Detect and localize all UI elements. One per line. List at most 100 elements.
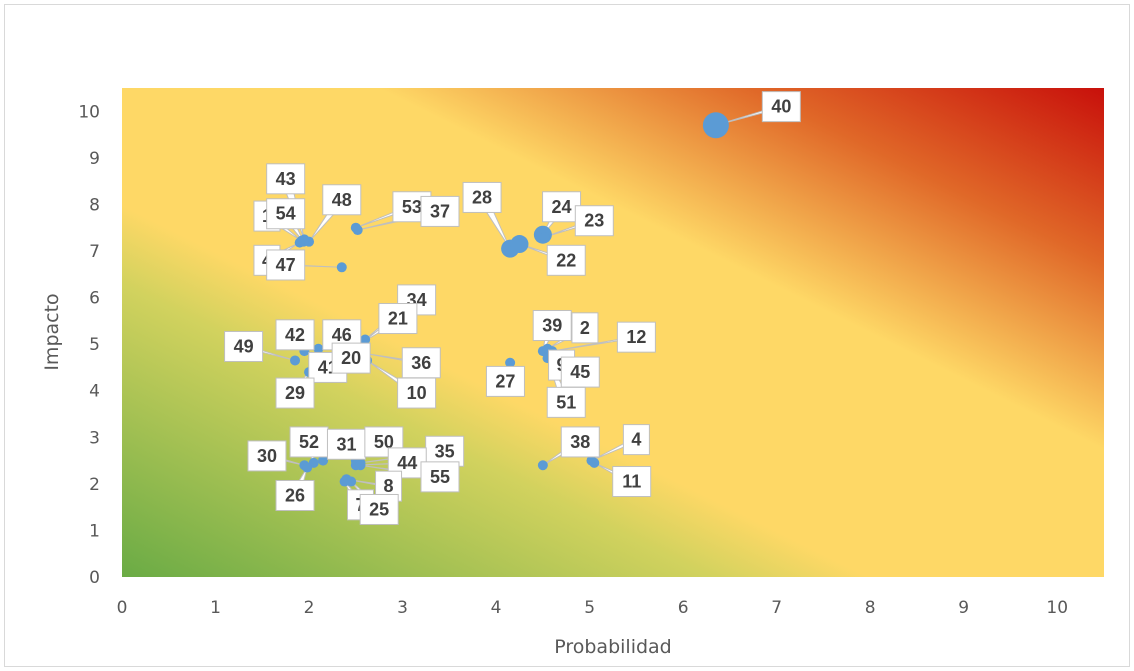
data-label: 10: [407, 383, 427, 403]
data-point: [539, 232, 550, 243]
data-label: 46: [332, 325, 352, 345]
x-tick-label: 10: [1046, 598, 1068, 618]
data-point: [702, 112, 729, 139]
data-label-box: [275, 319, 315, 351]
data-label-box: [397, 377, 437, 409]
data-label: 53: [402, 197, 422, 217]
y-tick-label: 0: [89, 568, 100, 588]
data-point: [589, 457, 600, 468]
data-label-box: [359, 493, 399, 525]
data-label-box: [322, 184, 362, 216]
data-label-box: [401, 347, 441, 379]
data-point: [510, 235, 529, 254]
data-label-box: [622, 424, 650, 456]
y-tick-label: 4: [89, 382, 100, 402]
data-label: 24: [552, 197, 572, 217]
x-tick-label: 3: [397, 598, 408, 618]
data-point: [302, 462, 313, 473]
data-label: 2: [580, 318, 590, 338]
data-label-box: [331, 342, 371, 374]
data-label-box: [546, 386, 586, 418]
x-tick-label: 0: [117, 598, 128, 618]
data-label-box: [616, 321, 656, 353]
x-axis-title: Probabilidad: [554, 636, 672, 658]
data-point: [290, 355, 301, 366]
y-axis-title: Impacto: [41, 293, 63, 370]
data-label: 36: [411, 353, 431, 373]
data-label-box: [560, 426, 600, 458]
y-tick-label: 2: [89, 475, 100, 495]
data-point: [352, 225, 363, 236]
x-tick-label: 4: [491, 598, 502, 618]
data-label: 8: [384, 476, 394, 496]
data-label: 50: [374, 432, 394, 452]
data-label-box: [266, 198, 306, 230]
data-label-box: [571, 312, 599, 344]
data-label-box: [247, 440, 287, 472]
data-label-box: [275, 480, 315, 511]
data-label: 25: [369, 499, 389, 519]
data-label-box: [612, 466, 652, 498]
data-label: 31: [336, 434, 356, 454]
data-label: 42: [285, 325, 305, 345]
data-label-box: [266, 163, 306, 195]
y-tick-label: 5: [89, 335, 100, 355]
data-label-box: [289, 426, 329, 458]
data-point: [505, 357, 516, 368]
data-label-box: [560, 356, 600, 388]
x-tick-label: 6: [678, 598, 689, 618]
data-label: 55: [430, 467, 450, 487]
data-label-box: [266, 249, 306, 281]
x-tick-label: 5: [584, 598, 595, 618]
data-label-box: [485, 365, 525, 397]
data-label: 29: [285, 383, 305, 403]
data-point: [537, 460, 548, 471]
data-label: 43: [276, 169, 296, 189]
data-point: [336, 262, 347, 273]
data-label: 35: [435, 441, 455, 461]
data-label-box: [761, 91, 801, 123]
data-label: 23: [584, 211, 604, 231]
data-point: [318, 455, 329, 466]
plot-area-background: [122, 88, 1104, 577]
data-label: 11: [622, 472, 641, 492]
data-label: 26: [285, 486, 305, 506]
data-label: 40: [771, 97, 791, 117]
y-tick-label: 8: [89, 195, 100, 215]
data-label: 49: [234, 336, 254, 356]
data-label-box: [420, 195, 460, 227]
data-label: 21: [388, 309, 408, 329]
x-tick-label: 7: [771, 598, 782, 618]
data-label: 38: [570, 432, 590, 452]
data-label: 39: [542, 316, 562, 336]
x-tick-label: 9: [958, 598, 969, 618]
data-point: [346, 476, 357, 487]
data-label: 20: [341, 348, 361, 368]
data-label: 28: [472, 187, 492, 207]
y-tick-label: 7: [89, 242, 100, 262]
data-label-box: [275, 377, 315, 409]
data-label-box: [546, 244, 586, 276]
data-label: 52: [299, 432, 319, 452]
data-label: 54: [276, 204, 296, 224]
data-label-box: [224, 330, 264, 362]
data-label-box: [420, 461, 460, 493]
data-label: 37: [430, 201, 450, 221]
data-label-box: [542, 191, 582, 223]
data-label: 30: [257, 446, 277, 466]
data-label: 48: [332, 190, 352, 210]
data-label: 12: [626, 327, 646, 347]
data-point: [294, 237, 305, 248]
data-label: 4: [631, 430, 641, 450]
x-tick-label: 8: [865, 598, 876, 618]
data-label-box: [462, 181, 502, 213]
data-point: [313, 343, 324, 354]
data-label-box: [326, 428, 366, 460]
data-label: 51: [556, 392, 576, 412]
data-label: 44: [397, 453, 417, 473]
y-tick-label: 10: [78, 102, 100, 122]
x-tick-label: 2: [304, 598, 315, 618]
data-label-box: [574, 205, 614, 237]
x-tick-label: 1: [210, 598, 221, 618]
